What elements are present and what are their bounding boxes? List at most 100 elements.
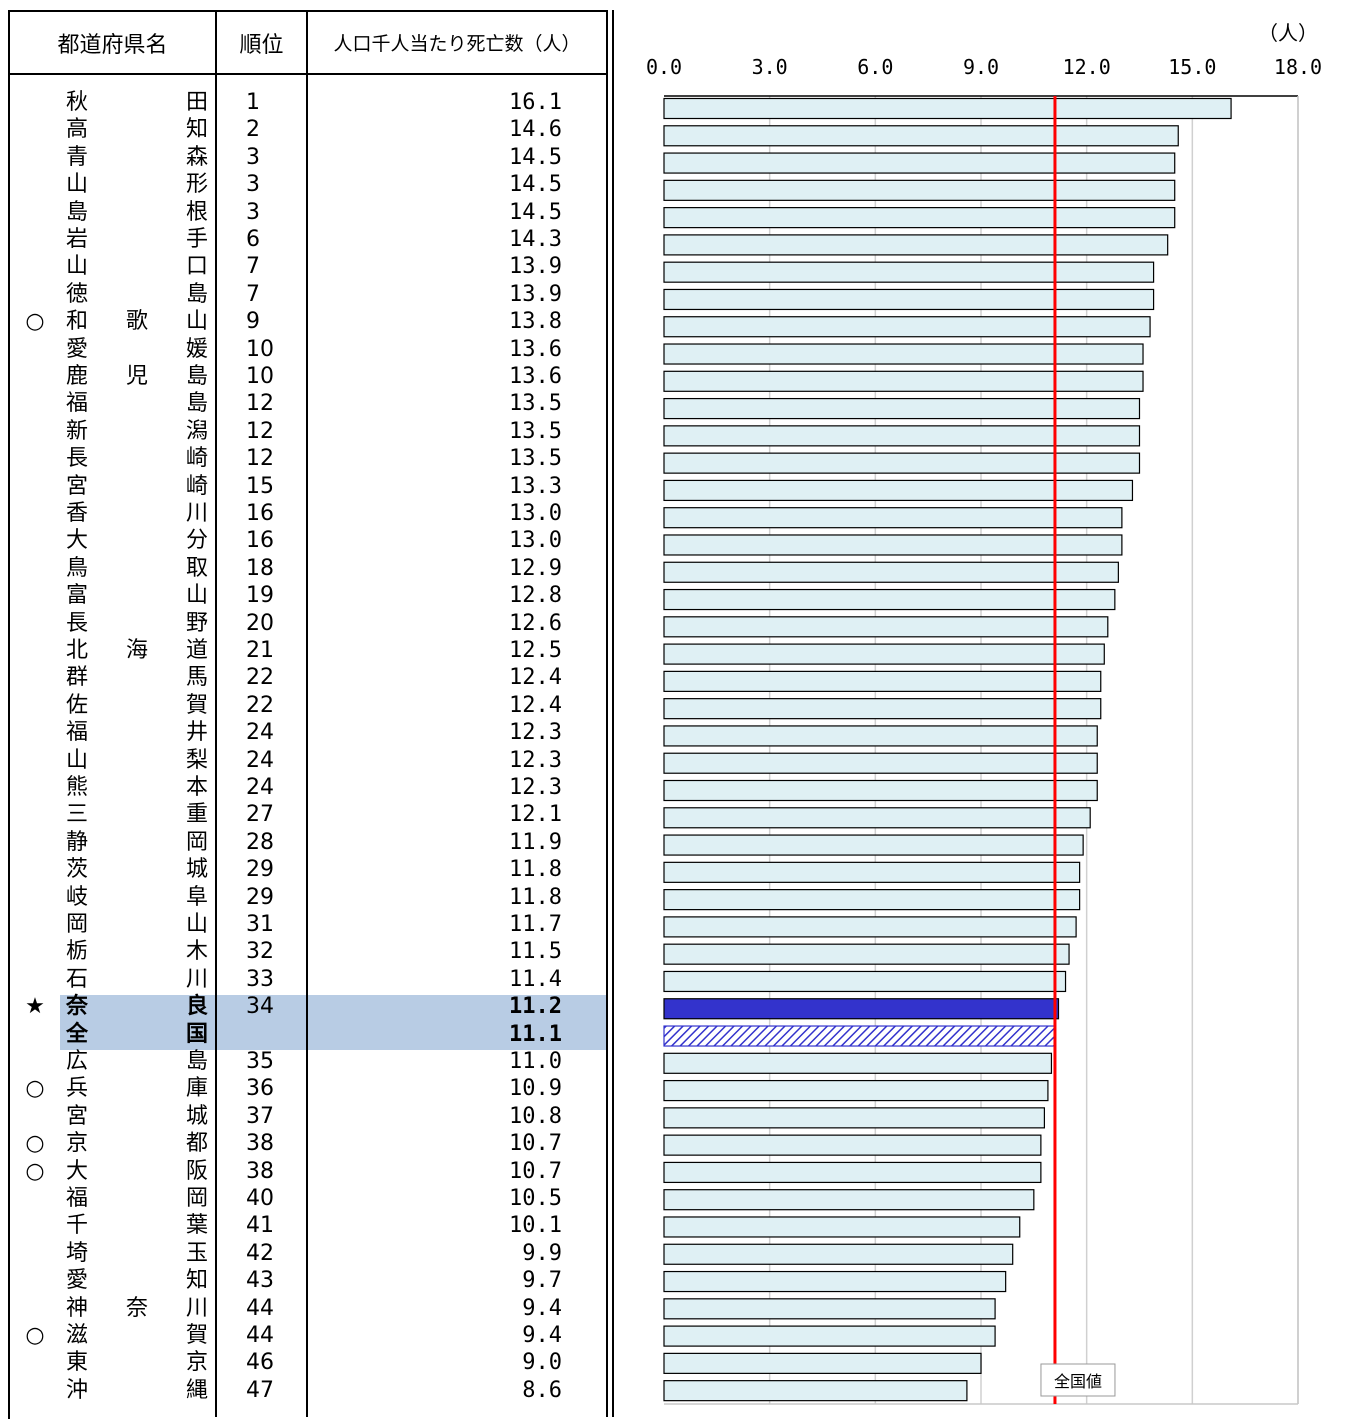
value-cell: 10.7 [509, 1158, 562, 1184]
bar [663, 370, 1144, 392]
row-mark [22, 1048, 48, 1075]
row-mark [22, 445, 48, 472]
table-row: 高 知 2 14.6 [0, 116, 606, 143]
value-cell: 11.1 [509, 1021, 562, 1047]
table-row: 熊 本 24 12.3 [0, 774, 606, 801]
table-row: 徳 島 7 13.9 [0, 281, 606, 308]
rank-cell: 32 [246, 939, 274, 965]
bar [663, 425, 1141, 447]
value-cell: 11.0 [509, 1049, 562, 1074]
table-row: 沖 縄 47 8.6 [0, 1377, 606, 1404]
bar [663, 397, 1141, 420]
table-row: ○ 和 歌 山 9 13.8 [0, 308, 606, 335]
bar [663, 234, 1169, 256]
prefecture-char-2 [124, 226, 150, 253]
prefecture-char-2 [124, 692, 150, 719]
value-cell: 12.3 [509, 747, 562, 773]
chart-panel: 0.0 3.0 6.0 9.0 12.0 15.0 18.0 （人） 全国値 [612, 10, 1360, 1417]
prefecture-char-2 [124, 966, 150, 993]
row-mark: ○ [25, 1131, 45, 1157]
prefecture-char-2 [124, 1267, 150, 1294]
prefecture-char-1: 京 [65, 1131, 88, 1157]
prefecture-char-3: 重 [185, 802, 208, 828]
rank-cell: 12 [246, 418, 274, 444]
value-cell: 9.4 [522, 1295, 562, 1321]
prefecture-char-2 [124, 1185, 150, 1212]
prefecture-char-1: 福 [65, 720, 88, 746]
prefecture-char-3: 手 [185, 227, 208, 252]
prefecture-char-2 [124, 171, 150, 198]
value-cell: 13.0 [509, 501, 562, 526]
table-row: 愛 媛 10 13.6 [0, 336, 606, 363]
prefecture-char-2 [124, 582, 150, 609]
prefecture-char-3: 本 [185, 775, 208, 800]
prefecture-char-2 [124, 445, 150, 472]
rank-cell: 18 [246, 555, 274, 581]
prefecture-char-2 [124, 473, 150, 500]
bar [663, 452, 1141, 474]
ranking-table [8, 10, 608, 1419]
bar [663, 725, 1098, 747]
table-row: 大 分 16 13.0 [0, 527, 606, 554]
bar-nara [663, 998, 1060, 1020]
prefecture-char-3: 崎 [185, 473, 208, 499]
prefecture-char-1: 宮 [65, 473, 88, 499]
prefecture-char-1: 神 [65, 1295, 88, 1321]
rank-cell [246, 1021, 290, 1048]
row-mark [22, 226, 48, 253]
value-cell: 11.2 [509, 994, 562, 1020]
rank-cell: 16 [246, 501, 274, 526]
table-divider-4 [612, 10, 614, 1417]
prefecture-char-1: 三 [65, 802, 88, 828]
value-cell: 13.6 [509, 336, 562, 362]
row-mark [22, 774, 48, 801]
x-tick-label: 12.0 [1063, 55, 1111, 79]
prefecture-char-2 [124, 527, 150, 554]
prefecture-char-2 [124, 555, 150, 582]
table-divider-2 [306, 10, 308, 1417]
rank-cell: 44 [246, 1295, 274, 1321]
value-cell: 11.8 [509, 884, 562, 910]
value-cell: 9.7 [522, 1268, 562, 1294]
reference-label: 全国値 [1054, 1372, 1102, 1391]
table-row: ○ 滋 賀 44 9.4 [0, 1322, 606, 1349]
prefecture-char-2: 奈 [125, 1295, 148, 1321]
header-prefecture: 都道府県名 [57, 32, 168, 58]
prefecture-char-3: 形 [185, 172, 208, 198]
prefecture-char-3: 川 [185, 501, 208, 526]
prefecture-char-3: 京 [185, 1350, 208, 1376]
prefecture-char-3: 島 [185, 364, 208, 389]
bar [663, 152, 1176, 174]
prefecture-char-3: 葉 [185, 1213, 208, 1239]
row-mark [22, 801, 48, 828]
table-row: 長 野 20 12.6 [0, 610, 606, 637]
rank-cell: 28 [246, 829, 274, 855]
row-mark: ○ [25, 1323, 45, 1348]
rank-cell: 38 [246, 1158, 274, 1184]
prefecture-char-1: 岩 [65, 227, 88, 252]
rank-cell: 22 [246, 665, 274, 691]
rank-cell: 37 [246, 1103, 274, 1129]
row-mark: ○ [25, 309, 45, 335]
bar [663, 179, 1176, 201]
rank-cell: 19 [246, 583, 274, 609]
rank-cell: 35 [246, 1049, 274, 1074]
rank-cell: 24 [246, 747, 274, 773]
table-row: 山 口 7 13.9 [0, 253, 606, 280]
rank-cell: 41 [246, 1213, 274, 1239]
value-cell: 10.5 [509, 1186, 562, 1211]
rank-cell: 16 [246, 528, 274, 554]
bar [663, 1325, 996, 1347]
prefecture-char-1: 広 [65, 1049, 88, 1074]
row-mark [22, 253, 48, 280]
table-row: 岐 阜 29 11.8 [0, 884, 606, 911]
table-divider-1 [215, 10, 217, 1417]
row-mark: ○ [25, 1158, 45, 1184]
bar [663, 670, 1102, 692]
row-mark [22, 418, 48, 445]
prefecture-char-2 [124, 1075, 150, 1102]
value-cell: 13.5 [509, 446, 562, 472]
row-mark [22, 966, 48, 993]
prefecture-char-1: 石 [65, 966, 88, 992]
prefecture-char-1: 熊 [65, 775, 88, 800]
